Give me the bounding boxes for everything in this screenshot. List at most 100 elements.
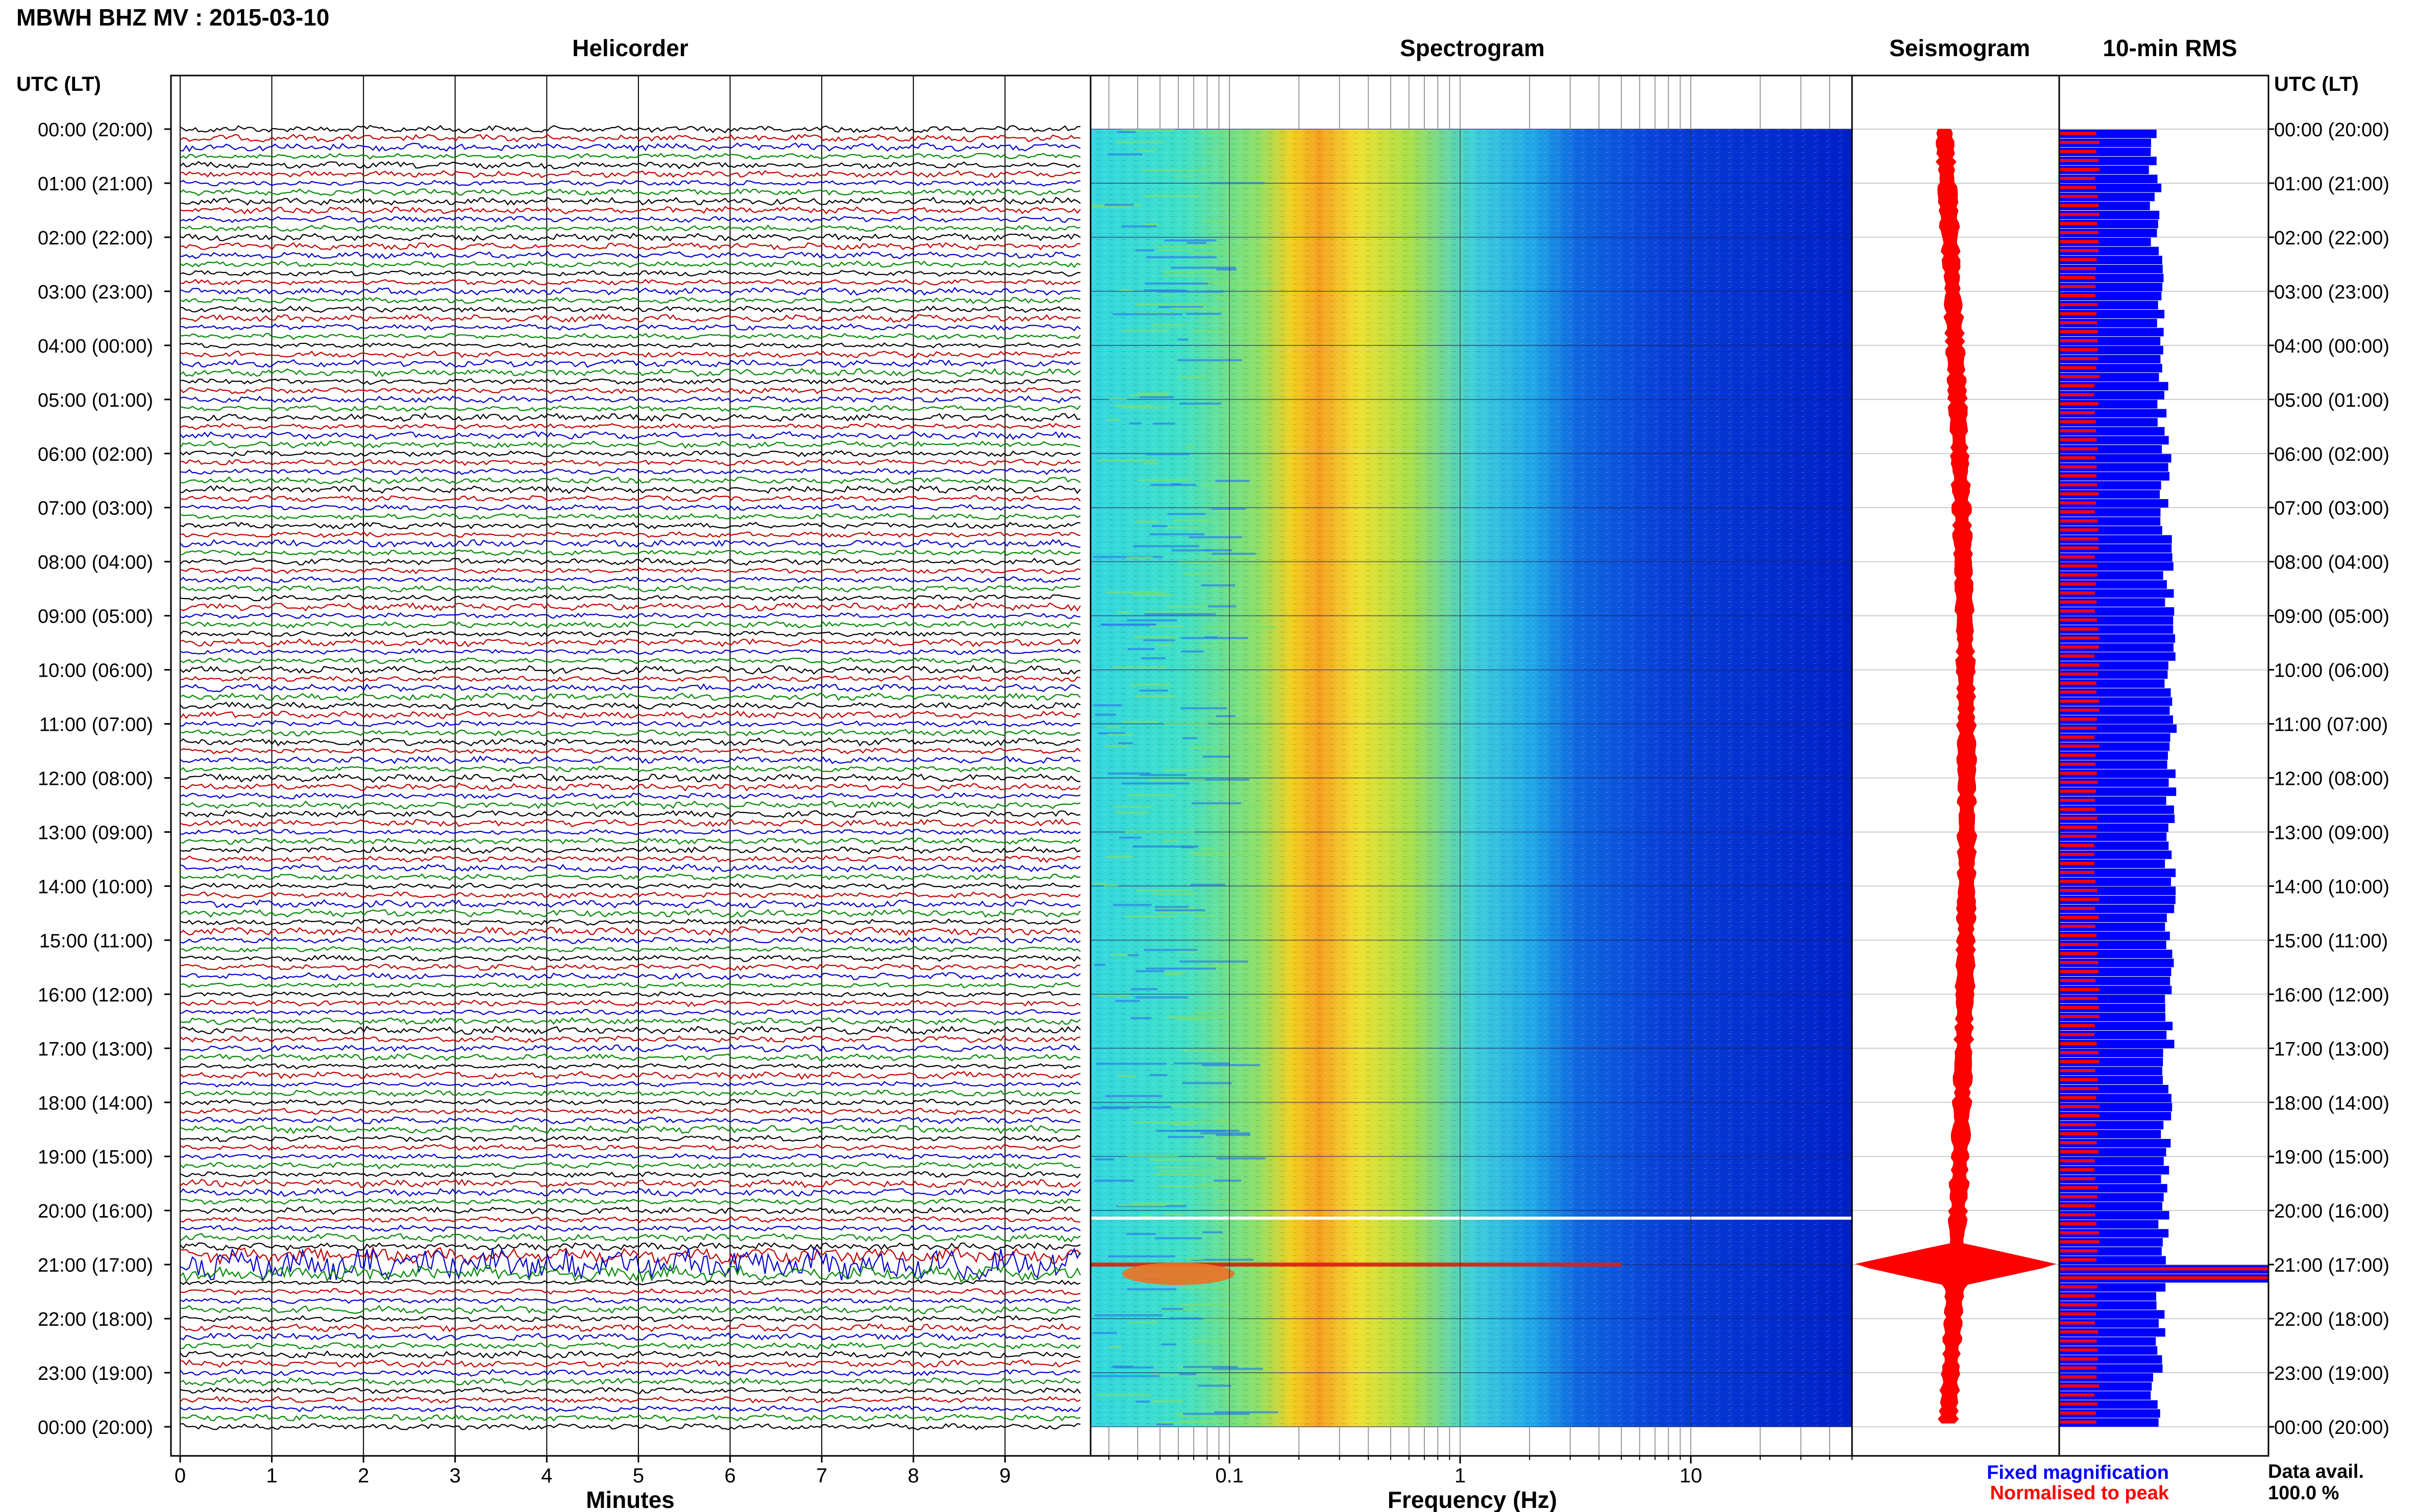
spectrogram-streak bbox=[1154, 906, 1189, 908]
helicorder-trace bbox=[180, 963, 1081, 971]
time-label-left: 01:00 (21:00) bbox=[38, 173, 153, 195]
helicorder-trace bbox=[180, 664, 1081, 675]
rms-bar-fixed bbox=[2060, 787, 2177, 796]
helicorder-trace bbox=[180, 1377, 1081, 1386]
rms-bar-normalised bbox=[2060, 1402, 2097, 1406]
rms-bar-normalised bbox=[2060, 1393, 2095, 1397]
rms-bar-normalised bbox=[2060, 888, 2097, 892]
spectrogram-streak bbox=[1202, 484, 1250, 487]
helicorder-trace bbox=[180, 153, 1081, 160]
rms-bar-fixed bbox=[2060, 1319, 2159, 1328]
time-label-left: 18:00 (14:00) bbox=[38, 1093, 153, 1114]
rms-bar-normalised bbox=[2060, 366, 2096, 369]
rms-bar-fixed bbox=[2060, 382, 2168, 391]
spectrogram-streak bbox=[1115, 811, 1149, 814]
rms-bar-fixed bbox=[2060, 1103, 2173, 1111]
spectrogram-streak bbox=[1192, 1340, 1251, 1342]
spectrogram-streak bbox=[1134, 636, 1178, 638]
time-label-left: 13:00 (09:00) bbox=[38, 822, 153, 844]
rms-bar-fixed bbox=[2060, 896, 2176, 904]
helicorder-trace bbox=[180, 1387, 1081, 1395]
helicorder-trace bbox=[180, 1053, 1081, 1062]
spectrogram-streak bbox=[1208, 282, 1273, 285]
helicorder-trace bbox=[180, 1350, 1081, 1359]
helicorder-trace bbox=[180, 531, 1081, 538]
rms-bar-normalised bbox=[2060, 1213, 2095, 1217]
time-label-right: 03:00 (23:00) bbox=[2274, 282, 2389, 303]
rms-bar-normalised bbox=[2060, 1267, 2269, 1271]
rms-bar-fixed bbox=[2060, 1202, 2162, 1211]
rms-frame bbox=[2058, 75, 2269, 1457]
spectrogram-streak bbox=[1111, 954, 1135, 956]
spectrogram-streak bbox=[1165, 1213, 1186, 1216]
time-label-right: 07:00 (03:00) bbox=[2274, 498, 2389, 519]
rms-bar-normalised bbox=[2060, 231, 2099, 234]
helicorder-x-tick-label: 1 bbox=[266, 1465, 277, 1487]
rms-bar-fixed bbox=[2060, 183, 2162, 192]
rms-bar-fixed bbox=[2060, 1076, 2163, 1084]
helicorder-trace bbox=[180, 242, 1081, 251]
rms-bar-normalised bbox=[2060, 1348, 2098, 1352]
helicorder-trace bbox=[180, 729, 1081, 737]
rms-bar-fixed bbox=[2060, 1355, 2162, 1364]
time-label-left: 12:00 (08:00) bbox=[38, 769, 153, 790]
rms-bar-fixed bbox=[2060, 634, 2176, 643]
rms-bar-normalised bbox=[2060, 393, 2095, 396]
spectrogram-streak bbox=[1182, 1049, 1244, 1052]
helicorder-x-tick-label: 2 bbox=[358, 1465, 369, 1487]
rms-bar-fixed bbox=[2060, 301, 2158, 310]
spectrogram-streak bbox=[1181, 650, 1204, 653]
time-label-left: 14:00 (10:00) bbox=[38, 876, 153, 898]
spectrogram-streak bbox=[1108, 1255, 1175, 1258]
rms-bar-normalised bbox=[2060, 1411, 2096, 1415]
rms-bar-normalised bbox=[2060, 429, 2096, 433]
spectrogram-streak bbox=[1161, 294, 1176, 296]
spectrogram-streak bbox=[1141, 657, 1166, 660]
spectrogram-streak bbox=[1179, 402, 1221, 405]
helicorder-trace bbox=[180, 378, 1081, 385]
spectrogram-streak bbox=[1127, 619, 1177, 622]
spectrogram-streak bbox=[1118, 742, 1133, 745]
spectrogram-streak bbox=[1119, 289, 1133, 291]
spectrogram-streak bbox=[1212, 553, 1256, 555]
rms-bar-fixed bbox=[2060, 1256, 2166, 1265]
rms-bar-normalised bbox=[2060, 573, 2097, 577]
spectrogram-streak bbox=[1095, 713, 1116, 716]
helicorder-trace bbox=[180, 1263, 1081, 1283]
spectrogram-streak bbox=[1163, 839, 1179, 842]
spectrogram-streak bbox=[1149, 779, 1206, 781]
rms-bar-normalised bbox=[2060, 1258, 2096, 1261]
spectrogram-streak bbox=[1167, 973, 1181, 975]
helicorder-trace bbox=[180, 313, 1081, 323]
helicorder-trace bbox=[180, 1144, 1081, 1151]
helicorder-trace bbox=[180, 1342, 1081, 1350]
spectrogram-streak bbox=[1170, 1123, 1195, 1126]
helicorder-x-tick-label: 6 bbox=[724, 1465, 735, 1487]
helicorder-trace bbox=[180, 908, 1081, 918]
rms-bar-normalised bbox=[2060, 907, 2095, 910]
rms-bar-normalised bbox=[2060, 970, 2099, 973]
rms-bar-fixed bbox=[2060, 850, 2172, 859]
spectrogram-streak bbox=[1204, 281, 1236, 283]
spectrogram-streak bbox=[1188, 852, 1242, 855]
spectrogram-streak bbox=[1136, 1400, 1150, 1403]
helicorder-trace bbox=[180, 1063, 1081, 1070]
rms-bar-normalised bbox=[2060, 519, 2098, 523]
rms-bar-normalised bbox=[2060, 194, 2098, 199]
rms-bar-fixed bbox=[2060, 923, 2165, 931]
time-label-left: 23:00 (19:00) bbox=[38, 1363, 153, 1384]
spectrogram-streak bbox=[1145, 611, 1215, 613]
rms-bar-fixed bbox=[2060, 1022, 2173, 1030]
time-label-right: 22:00 (18:00) bbox=[2274, 1309, 2389, 1330]
spectrogram-streak bbox=[1126, 1233, 1156, 1235]
spectrogram-streak bbox=[1108, 398, 1127, 400]
spectrogram-streak bbox=[1140, 774, 1187, 776]
rms-bar-normalised bbox=[2060, 826, 2097, 829]
helicorder-trace bbox=[180, 333, 1081, 340]
helicorder-trace bbox=[180, 1071, 1081, 1080]
spectrogram-streak bbox=[1159, 1185, 1207, 1187]
spectrogram-streak bbox=[1149, 1374, 1220, 1377]
helicorder-trace bbox=[180, 1009, 1081, 1016]
spectrogram-streak bbox=[1164, 526, 1202, 529]
